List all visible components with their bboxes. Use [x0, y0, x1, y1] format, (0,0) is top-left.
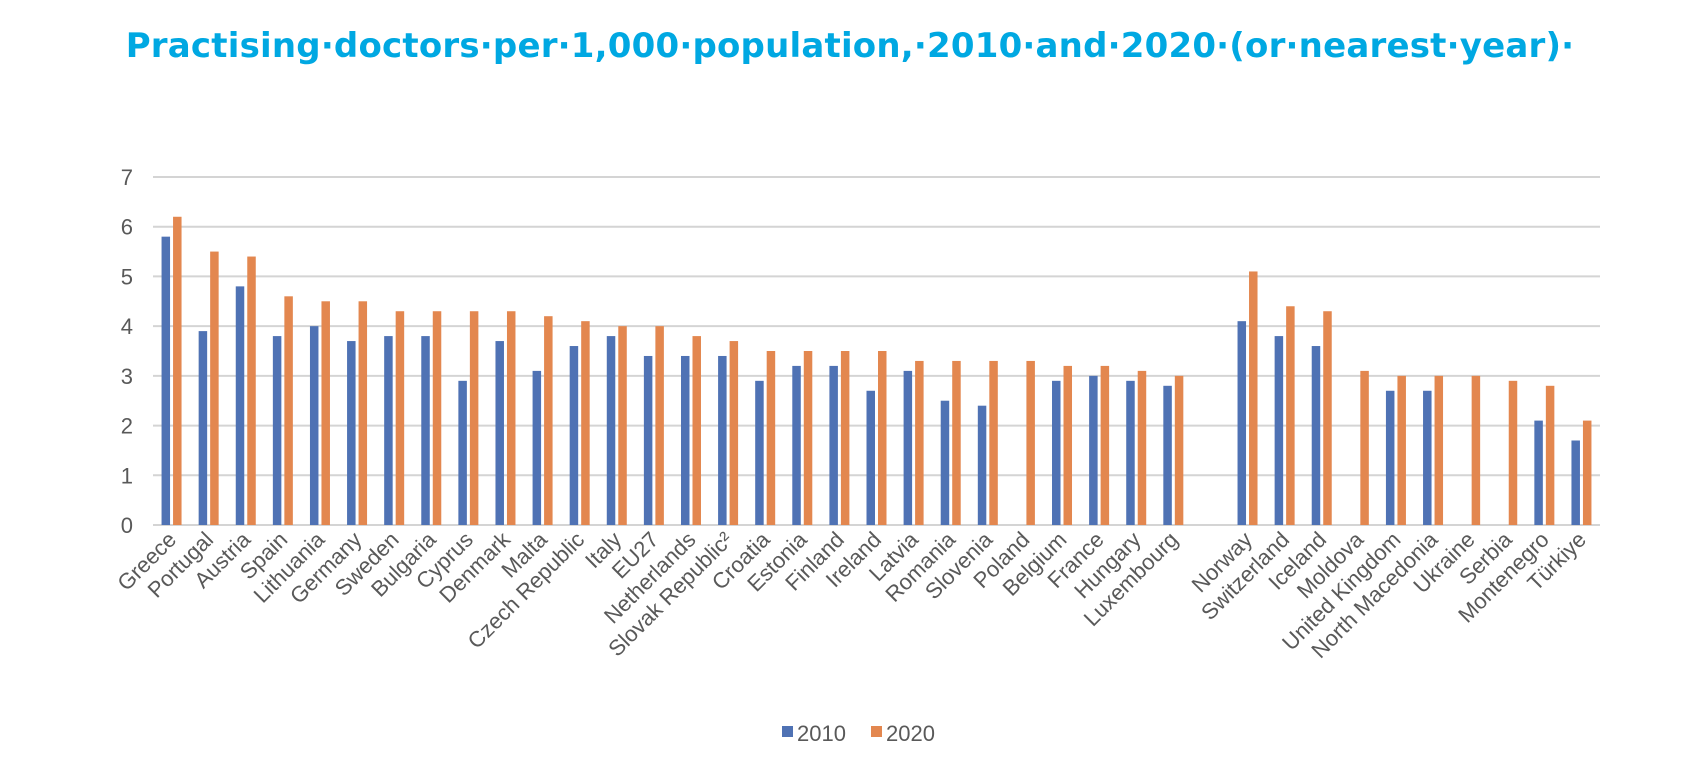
- bar-2010: [718, 355, 727, 525]
- bar-2020: [1360, 370, 1369, 525]
- legend: 2010 2020: [782, 721, 935, 746]
- bar-2010: [347, 341, 356, 525]
- bar-2020: [1545, 385, 1555, 525]
- bar-2010: [235, 286, 245, 525]
- bar-2010: [384, 336, 393, 525]
- bar-2010: [1237, 321, 1247, 525]
- bar-2010: [1052, 380, 1061, 525]
- bar-2020: [989, 360, 998, 525]
- bar-2010: [161, 236, 171, 525]
- bar-2010: [1423, 390, 1432, 525]
- bar-2020: [1286, 306, 1295, 525]
- bar-2020: [1137, 370, 1147, 525]
- bar-2010: [309, 326, 319, 525]
- y-tick-label: 3: [121, 364, 133, 389]
- bar-2020: [544, 316, 553, 525]
- bar-2020: [469, 311, 479, 525]
- bar-2020: [358, 301, 368, 525]
- bar-2010: [643, 355, 653, 525]
- bar-2010: [1571, 440, 1580, 525]
- legend-label-2020: 2020: [886, 721, 935, 746]
- bar-2020: [247, 256, 256, 525]
- bar-2020: [1397, 375, 1406, 525]
- bar-2020: [1174, 375, 1184, 525]
- bar-2010: [755, 380, 764, 525]
- chart-title: Practising·doctors·per·1,000·population,…: [125, 26, 1575, 66]
- bar-2020: [1063, 365, 1073, 525]
- y-tick-label: 2: [121, 414, 133, 439]
- bar-2010: [1163, 385, 1172, 525]
- bar-2010: [198, 331, 208, 525]
- bar-2020: [729, 341, 739, 525]
- bar-2010: [1274, 336, 1284, 525]
- bar-2010: [458, 380, 467, 525]
- bar-2010: [903, 370, 913, 525]
- bar-2020: [321, 301, 330, 525]
- y-tick-label: 0: [121, 513, 133, 538]
- legend-label-2010: 2010: [797, 721, 846, 746]
- y-tick-label: 6: [121, 215, 133, 240]
- bar-2020: [803, 351, 813, 525]
- gridlines: [153, 176, 1600, 526]
- bar-2020: [840, 351, 850, 525]
- bar-2020: [655, 326, 664, 525]
- bars: [161, 216, 1592, 525]
- bar-2020: [915, 360, 924, 525]
- bar-2020: [766, 351, 776, 525]
- y-tick-label: 4: [121, 314, 133, 339]
- bar-2010: [829, 365, 838, 525]
- bar-2010: [421, 336, 430, 525]
- bar-2010: [532, 370, 542, 525]
- bar-2010: [866, 390, 875, 525]
- legend-swatch-2020: [871, 726, 882, 737]
- bar-2010: [272, 336, 282, 525]
- bar-2020: [878, 351, 887, 525]
- bar-2020: [1026, 360, 1035, 525]
- bar-2010: [1126, 380, 1135, 525]
- bar-2020: [952, 360, 961, 525]
- bar-2020: [173, 216, 182, 525]
- bar-2020: [506, 311, 516, 525]
- bar-2020: [1100, 365, 1110, 525]
- bar-2020: [1249, 271, 1258, 525]
- bar-2020: [692, 336, 701, 525]
- bar-2020: [395, 311, 405, 525]
- bar-2010: [1385, 390, 1395, 525]
- bar-2020: [1471, 375, 1481, 525]
- bar-2020: [1508, 380, 1518, 525]
- bar-2010: [792, 365, 801, 525]
- bar-2010: [495, 341, 504, 525]
- bar-2020: [210, 251, 219, 525]
- bar-2010: [977, 405, 987, 525]
- bar-2020: [432, 311, 442, 525]
- bar-2020: [284, 296, 293, 525]
- bar-2010: [1089, 375, 1098, 525]
- bar-2020: [618, 326, 627, 525]
- bar-2010: [940, 400, 950, 525]
- y-tick-label: 7: [121, 165, 133, 190]
- bar-2020: [581, 321, 590, 525]
- bar-2020: [1434, 375, 1444, 525]
- bar-2010: [1534, 420, 1543, 525]
- x-axis-labels: GreecePortugalAustriaSpainLithuaniaGerma…: [112, 526, 1591, 663]
- y-tick-label: 1: [121, 463, 133, 488]
- bar-2010: [569, 346, 579, 525]
- legend-swatch-2010: [782, 726, 793, 737]
- bar-2010: [606, 336, 616, 525]
- bar-2010: [1311, 346, 1321, 525]
- bar-2010: [680, 355, 690, 525]
- y-axis-ticks: 0 1 2 3 4 5 6 7: [121, 165, 133, 538]
- bar-2020: [1582, 420, 1592, 525]
- y-tick-label: 5: [121, 264, 133, 289]
- bar-2020: [1323, 311, 1332, 525]
